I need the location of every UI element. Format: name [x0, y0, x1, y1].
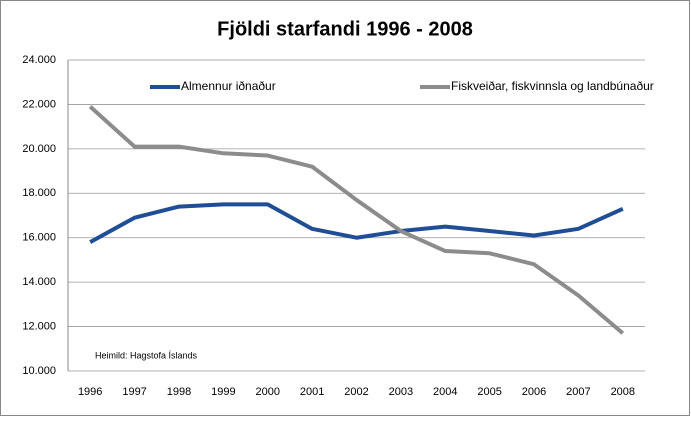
y-tick-label: 12.000 [22, 320, 56, 332]
legend-label: Almennur iðnaður [181, 79, 276, 93]
annotation: Heimild: Hagstofa Íslands [95, 350, 198, 360]
series-line [89, 202, 624, 244]
x-tick-label: 2004 [433, 386, 457, 398]
x-tick-label: 2007 [566, 386, 590, 398]
x-tick-label: 2003 [389, 386, 413, 398]
x-tick-label: 2001 [300, 386, 324, 398]
x-tick-label: 2000 [255, 386, 279, 398]
legend-label: Fiskveiðar, fiskvinnsla og landbúnaður [451, 79, 654, 93]
x-tick-label: 1996 [78, 386, 102, 398]
y-tick-label: 16.000 [22, 232, 56, 244]
y-tick-label: 24.000 [22, 54, 56, 66]
y-tick-label: 20.000 [22, 143, 56, 155]
x-tick-label: 1999 [211, 386, 235, 398]
x-tick-label: 2006 [522, 386, 546, 398]
y-tick-label: 18.000 [22, 187, 56, 199]
y-tick-label: 22.000 [22, 98, 56, 110]
x-tick-label: 1998 [167, 386, 191, 398]
x-tick-label: 2008 [611, 386, 635, 398]
x-tick-label: 2005 [477, 386, 501, 398]
x-tick-label: 1997 [122, 386, 146, 398]
x-tick-label: 2002 [344, 386, 368, 398]
y-tick-label: 10.000 [22, 365, 56, 377]
y-tick-label: 14.000 [22, 276, 56, 288]
chart-title: Fjöldi starfandi 1996 - 2008 [217, 18, 473, 40]
series-line [88, 105, 625, 335]
